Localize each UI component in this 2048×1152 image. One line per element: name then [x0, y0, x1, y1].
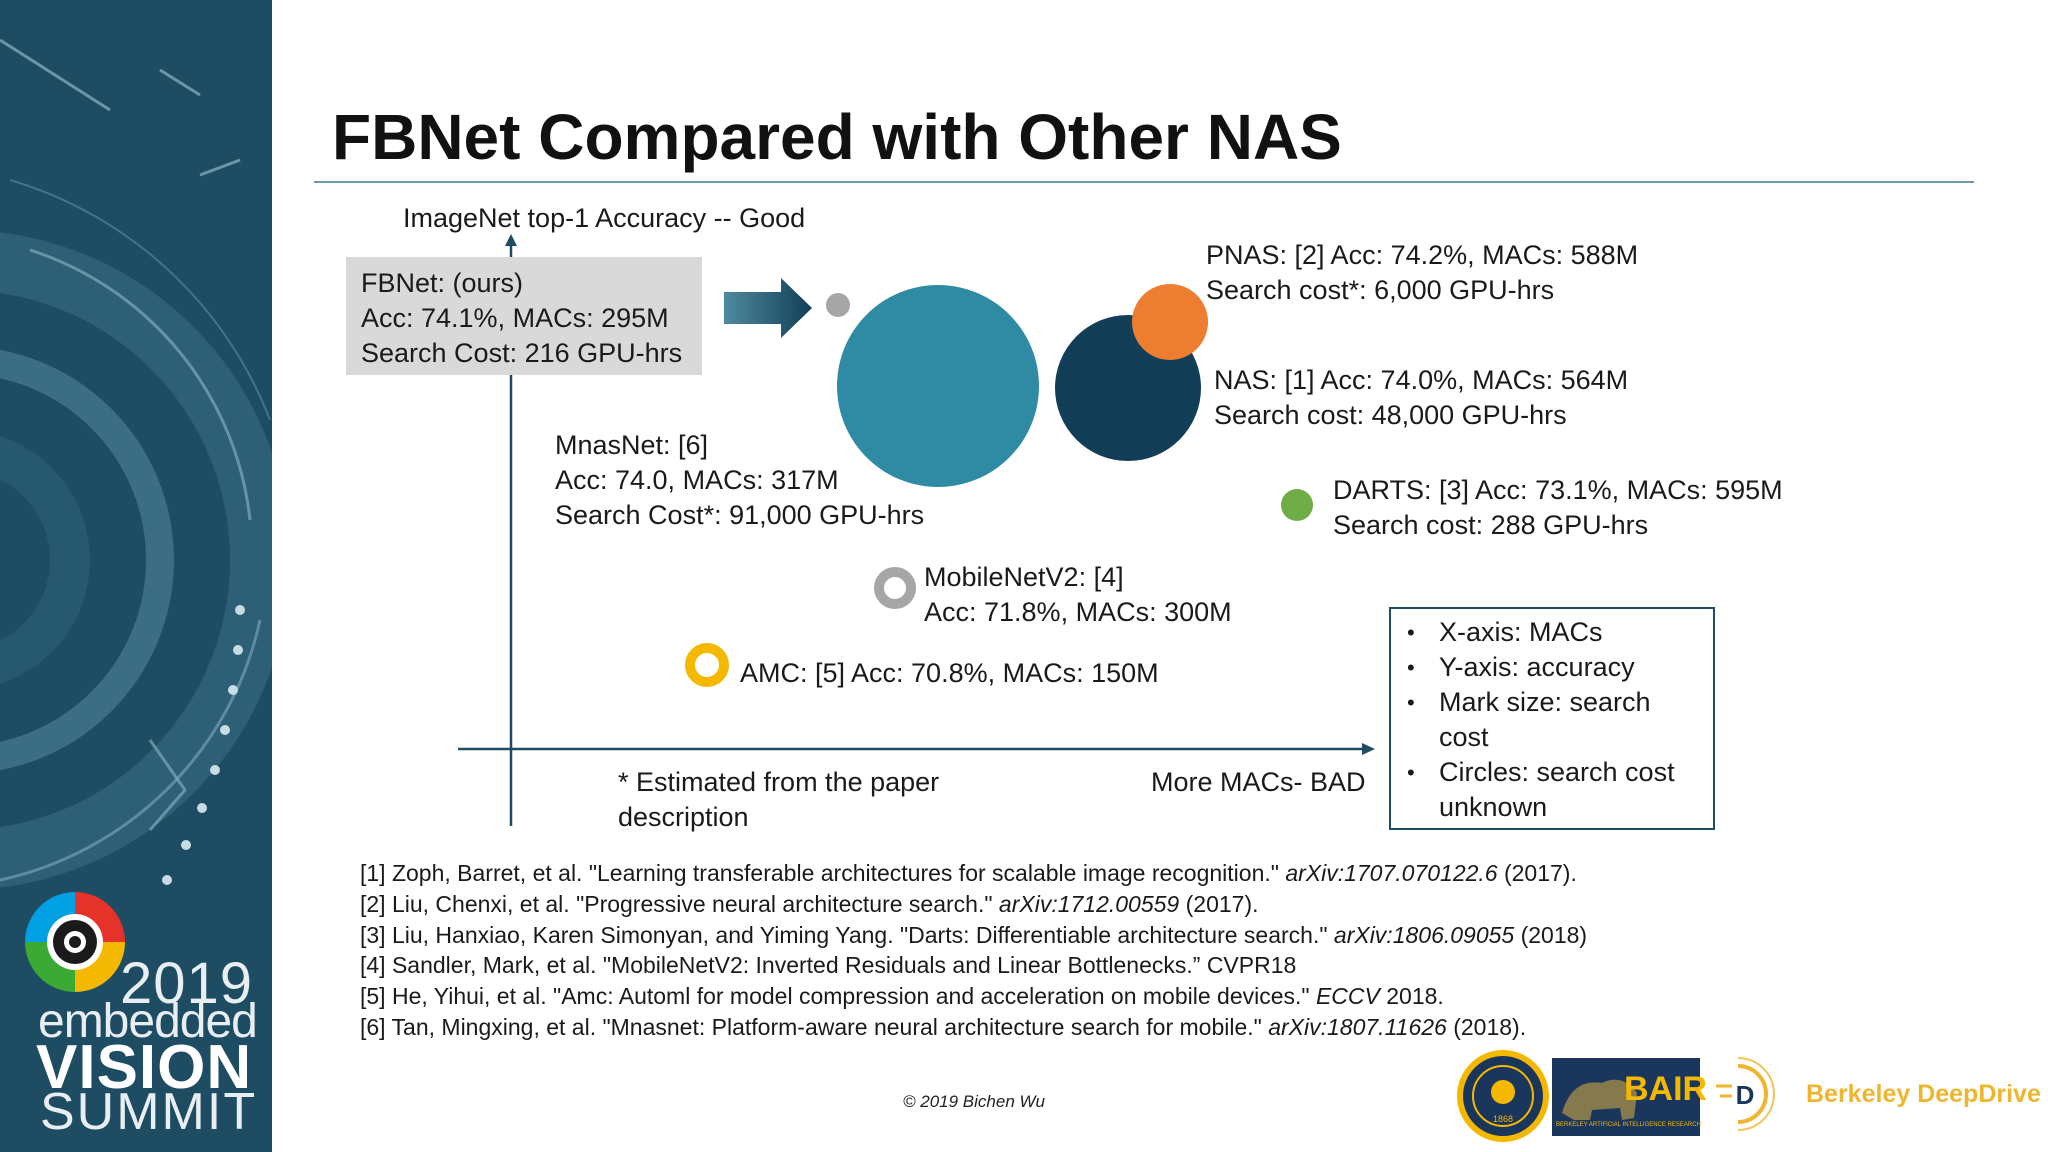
legend-item: Mark size: search cost [1403, 685, 1689, 755]
estimate-note-1: * Estimated from the paper [618, 767, 940, 797]
sidebar-decoration [0, 38, 272, 992]
references-list: [1] Zoph, Barret, et al. "Learning trans… [360, 858, 1587, 1043]
amc-label: AMC: [5] Acc: 70.8%, MACs: 150M [740, 658, 1159, 688]
legend-item: X-axis: MACs [1403, 615, 1689, 650]
mobilenetv2-label-1: MobileNetV2: [4] [924, 562, 1124, 592]
nas-label-1: NAS: [1] Acc: 74.0%, MACs: 564M [1214, 365, 1629, 395]
fbnet-point [826, 293, 850, 317]
mnasnet-label-3: Search Cost*: 91,000 GPU-hrs [555, 500, 925, 530]
deepdrive-icon: D [1716, 1057, 1775, 1131]
summit-summit: SUMMIT [40, 1083, 258, 1141]
reference-5: [5] He, Yihui, et al. "Amc: Automl for m… [360, 983, 1444, 1010]
summit-logo-icon [25, 892, 125, 992]
mnasnet-label-1: MnasNet: [6] [555, 430, 709, 460]
svg-text:1868: 1868 [1493, 1114, 1513, 1124]
mobilenetv2-label-2: Acc: 71.8%, MACs: 300M [924, 597, 1232, 627]
reference-3: [3] Liu, Hanxiao, Karen Simonyan, and Yi… [360, 921, 1588, 948]
slide-title: FBNet Compared with Other NAS [332, 101, 1342, 173]
amc-ring [685, 643, 729, 687]
nas-bubble [1055, 315, 1201, 461]
legend-item: Circles: search cost unknown [1403, 755, 1689, 825]
title-divider [314, 181, 1974, 183]
bear-icon [1562, 1079, 1637, 1120]
fbnet-pointer-arrow [724, 278, 812, 338]
summit-embedded: embedded [38, 995, 258, 1048]
reference-4: [4] Sandler, Mark, et al. "MobileNetV2: … [360, 952, 1297, 979]
darts-point [1281, 489, 1313, 521]
copyright: © 2019 Bichen Wu [903, 1092, 1045, 1111]
fbnet-acc: Acc: 74.1%, MACs: 295M [361, 303, 669, 333]
mobilenetv2-ring [874, 567, 916, 609]
sidebar-banner: 2019 embedded VISION SUMMIT [0, 0, 272, 1152]
reference-6: [6] Tan, Mingxing, et al. "Mnasnet: Plat… [360, 1013, 1527, 1040]
mnasnet-label-2: Acc: 74.0, MACs: 317M [555, 465, 839, 495]
mnasnet-bubble [837, 285, 1039, 487]
fbnet-callout: FBNet: (ours) Acc: 74.1%, MACs: 295M Sea… [346, 257, 702, 375]
legend-item: Y-axis: accuracy [1403, 650, 1689, 685]
pnas-bubble [1132, 284, 1208, 360]
reference-1: [1] Zoph, Barret, et al. "Learning trans… [360, 860, 1577, 886]
pnas-label-1: PNAS: [2] Acc: 74.2%, MACs: 588M [1206, 240, 1639, 270]
pnas-label-2: Search cost*: 6,000 GPU-hrs [1206, 275, 1555, 305]
x-axis-arrowhead [1362, 743, 1375, 755]
svg-text:D: D [1736, 1080, 1755, 1110]
estimate-note-2: description [618, 802, 749, 832]
summit-vision: VISION [36, 1033, 253, 1102]
y-axis-label: ImageNet top-1 Accuracy -- Good [403, 203, 806, 233]
uc-seal-logo: 1868 [1457, 1050, 1549, 1142]
bair-text: BAIR [1624, 1070, 1708, 1108]
reference-2: [2] Liu, Chenxi, et al. "Progressive neu… [360, 890, 1259, 917]
bair-logo: BAIR BERKELEY ARTIFICIAL INTELLIGENCE RE… [1552, 1058, 1707, 1136]
darts-label-1: DARTS: [3] Acc: 73.1%, MACs: 595M [1333, 475, 1783, 505]
bair-subtitle: BERKELEY ARTIFICIAL INTELLIGENCE RESEARC… [1556, 1122, 1701, 1128]
fbnet-title: FBNet: (ours) [361, 268, 524, 298]
darts-label-2: Search cost: 288 GPU-hrs [1333, 510, 1649, 540]
deepdrive-text: Berkeley DeepDrive [1806, 1080, 2041, 1108]
x-axis-label: More MACs- BAD [1151, 767, 1366, 797]
summit-year: 2019 [120, 951, 254, 1016]
legend-box: X-axis: MACs Y-axis: accuracy Mark size:… [1389, 607, 1715, 830]
fbnet-cost: Search Cost: 216 GPU-hrs [361, 338, 683, 368]
nas-label-2: Search cost: 48,000 GPU-hrs [1214, 400, 1567, 430]
